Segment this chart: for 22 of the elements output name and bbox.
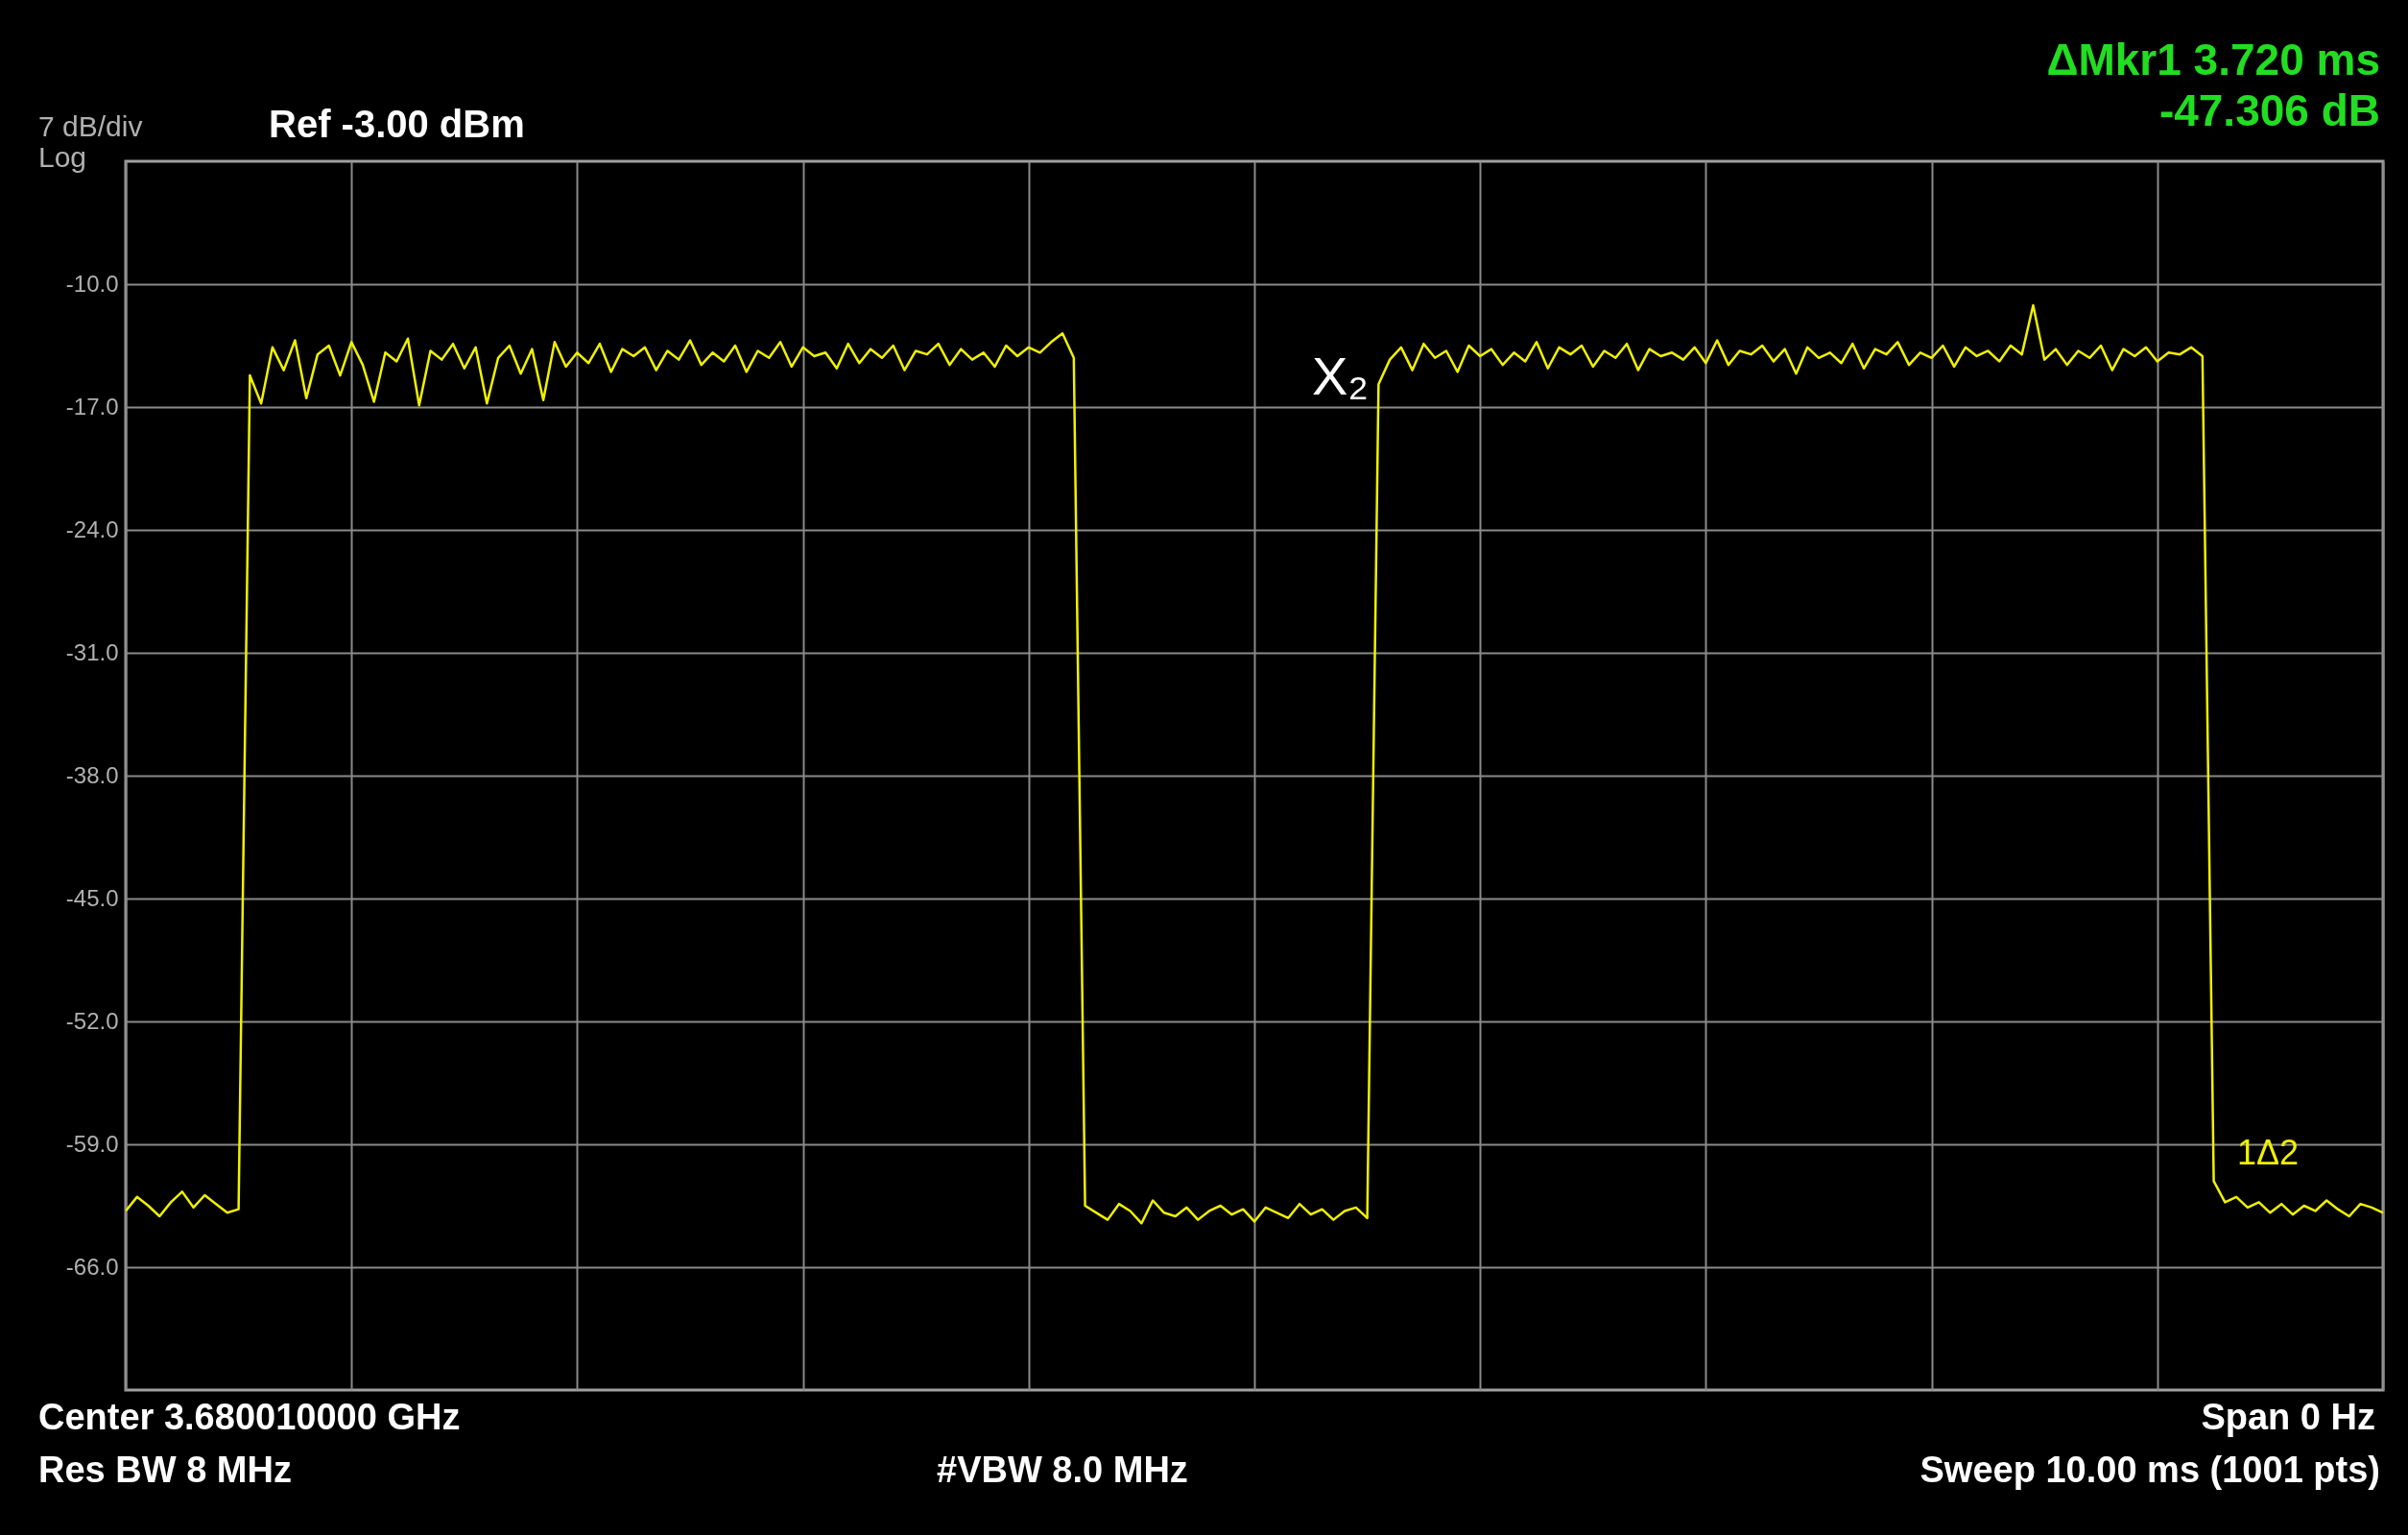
annotation: X₂ xyxy=(1312,346,1370,406)
text: Ref -3.00 dBm xyxy=(269,103,525,145)
text: -47.306 dB xyxy=(2158,85,2380,135)
y-tick-label: -38.0 xyxy=(65,761,119,788)
y-tick-label: -52.0 xyxy=(65,1007,119,1034)
text: Log xyxy=(38,141,87,173)
y-tick-label: -45.0 xyxy=(65,884,119,911)
text: #VBW 8.0 MHz xyxy=(937,1450,1188,1490)
y-tick-label: -17.0 xyxy=(65,393,119,420)
text: 7 dB/div xyxy=(38,110,143,142)
annotation: 1Δ2 xyxy=(2237,1133,2300,1172)
text: ΔMkr1 3.720 ms xyxy=(2046,35,2380,84)
text: Center 3.680010000 GHz xyxy=(38,1397,461,1437)
y-tick-label: -31.0 xyxy=(65,638,119,665)
text: Sweep 10.00 ms (1001 pts) xyxy=(1919,1450,2380,1490)
y-tick-label: -66.0 xyxy=(65,1253,119,1280)
text: Res BW 8 MHz xyxy=(38,1450,292,1490)
y-tick-label: -59.0 xyxy=(65,1130,119,1157)
y-tick-label: -10.0 xyxy=(65,270,119,297)
line-series xyxy=(126,303,2383,1225)
y-tick-label: -24.0 xyxy=(65,516,119,542)
text: Span 0 Hz xyxy=(2201,1397,2375,1437)
